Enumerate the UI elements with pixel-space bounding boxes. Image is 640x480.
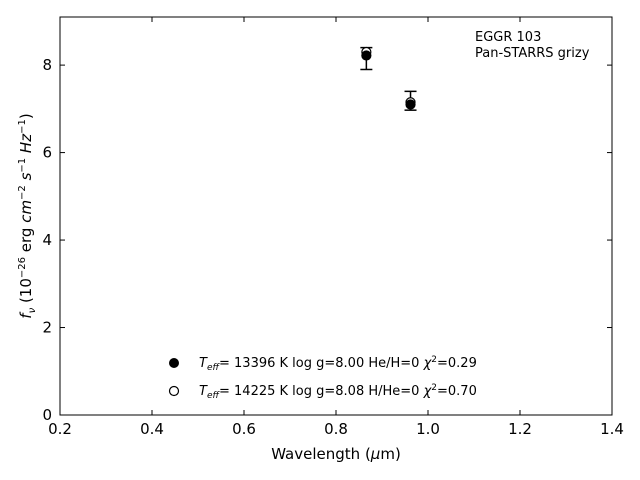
axis-ticks: 0.2 0.4 0.6 0.8 1.0 1.2 1.4 0 2 4 6 8 [42, 17, 624, 438]
x-tick-label: 0.6 [232, 420, 256, 438]
y-tick-label: 6 [42, 144, 52, 162]
legend-marker-open [168, 385, 180, 397]
x-tick-label: 1.4 [600, 420, 624, 438]
x-tick-label: 0.4 [140, 420, 164, 438]
legend-label-filled: Teff= 13396 K log g=8.00 He/H=0 χ2=0.29 [199, 355, 477, 373]
y-tick-label: 8 [42, 56, 52, 74]
y-tick-label: 0 [42, 406, 52, 424]
annotation-survey-name: Pan-STARRS grizy [475, 46, 590, 61]
model-point-filled [405, 99, 416, 110]
y-tick-label: 4 [42, 231, 52, 249]
y-tick-label: 2 [42, 319, 52, 337]
x-tick-label: 0.2 [48, 420, 72, 438]
data-markers [361, 46, 416, 110]
plot-frame [59, 16, 613, 416]
legend-label-open: Teff= 14225 K log g=8.08 H/He=0 χ2=0.70 [199, 383, 477, 401]
legend: Teff= 13396 K log g=8.00 He/H=0 χ2=0.29 … [168, 355, 477, 401]
annotation-object-name: EGGR 103 [475, 30, 541, 45]
x-tick-label: 1.2 [508, 420, 532, 438]
legend-marker-filled [169, 358, 179, 368]
x-axis-title: Wavelength (μm) [271, 445, 401, 463]
y-axis-title: fν (10−26 erg cm−2 s−1 Hz−1) [17, 113, 38, 318]
x-tick-label: 1.0 [416, 420, 440, 438]
x-tick-label: 0.8 [324, 420, 348, 438]
model-point-filled [361, 50, 372, 61]
